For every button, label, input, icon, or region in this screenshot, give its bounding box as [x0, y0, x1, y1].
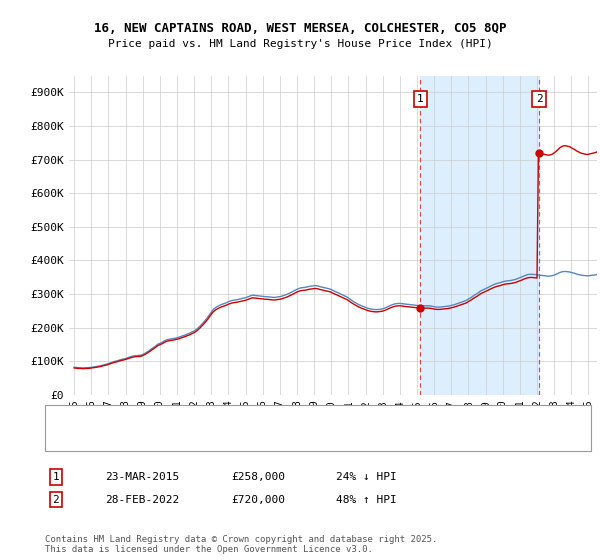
Text: 2: 2 [536, 94, 542, 104]
Text: 1: 1 [417, 94, 424, 104]
Text: Contains HM Land Registry data © Crown copyright and database right 2025.
This d: Contains HM Land Registry data © Crown c… [45, 535, 437, 554]
Text: 24% ↓ HPI: 24% ↓ HPI [336, 472, 397, 482]
Text: £720,000: £720,000 [231, 494, 285, 505]
Text: HPI: Average price, detached house, Colchester: HPI: Average price, detached house, Colc… [84, 433, 354, 443]
Text: 48% ↑ HPI: 48% ↑ HPI [336, 494, 397, 505]
Text: 1: 1 [52, 472, 59, 482]
Text: 2: 2 [52, 494, 59, 505]
Bar [421, 76, 539, 395]
Text: £258,000: £258,000 [231, 472, 285, 482]
Text: 16, NEW CAPTAINS ROAD, WEST MERSEA, COLCHESTER, CO5 8QP: 16, NEW CAPTAINS ROAD, WEST MERSEA, COLC… [94, 22, 506, 35]
Text: 28-FEB-2022: 28-FEB-2022 [105, 494, 179, 505]
Text: 23-MAR-2015: 23-MAR-2015 [105, 472, 179, 482]
Text: Price paid vs. HM Land Registry's House Price Index (HPI): Price paid vs. HM Land Registry's House … [107, 39, 493, 49]
Text: 16, NEW CAPTAINS ROAD, WEST MERSEA, COLCHESTER, CO5 8QP (detached house): 16, NEW CAPTAINS ROAD, WEST MERSEA, COLC… [84, 413, 507, 423]
